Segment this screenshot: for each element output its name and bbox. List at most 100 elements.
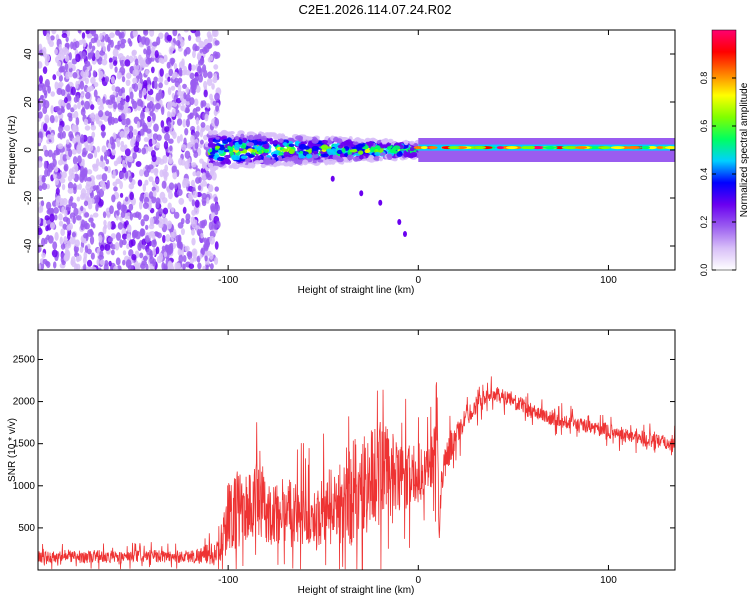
heatmap-cell xyxy=(58,213,63,221)
heatmap-cell xyxy=(75,53,81,63)
heatmap-cell xyxy=(133,145,140,153)
heatmap-cell xyxy=(187,34,192,42)
heatmap-cell xyxy=(60,243,66,250)
heatmap-cell xyxy=(119,130,126,138)
heatmap-cell xyxy=(182,83,187,90)
spectrogram-ylabel: Frequency (Hz) xyxy=(7,116,18,185)
colorbar-tick-label: 0.2 xyxy=(699,216,709,229)
heatmap-cell xyxy=(92,164,99,172)
heatmap-cell xyxy=(496,146,504,150)
heatmap-cell xyxy=(196,255,201,263)
heatmap-cell xyxy=(178,254,184,264)
heatmap-cell xyxy=(240,133,245,139)
snr-ticks: -100 0 100 500 1000 1500 2000 2500 xyxy=(13,330,675,586)
heatmap-cell xyxy=(38,84,43,92)
snr-panel: -100 0 100 500 1000 1500 2000 2500 Height of st… xyxy=(7,329,676,596)
heatmap-cell xyxy=(174,262,179,270)
heatmap-cell xyxy=(337,144,344,149)
heatmap-cell xyxy=(72,72,78,79)
heatmap-cell xyxy=(311,145,319,151)
heatmap-cell xyxy=(194,45,200,52)
heatmap-cell xyxy=(208,184,214,193)
heatmap-cell xyxy=(119,42,126,49)
heatmap-cell xyxy=(100,244,105,252)
heatmap-cell xyxy=(151,239,157,248)
heatmap-cell xyxy=(167,87,172,96)
heatmap-cell xyxy=(199,253,203,259)
heatmap-cell xyxy=(100,155,104,163)
heatmap-cell xyxy=(90,76,96,85)
heatmap-cell xyxy=(166,101,172,111)
heatmap-cell xyxy=(66,224,72,231)
heatmap-cell xyxy=(310,154,319,159)
heatmap-cell xyxy=(50,35,55,41)
heatmap-cell xyxy=(358,154,364,160)
heatmap-cell xyxy=(98,267,102,270)
heatmap-cell xyxy=(190,30,197,34)
heatmap-cell xyxy=(81,51,87,60)
heatmap-cell xyxy=(57,159,64,166)
colorbar-tick-label: 0.0 xyxy=(699,264,709,277)
heatmap-cell xyxy=(132,212,138,218)
heatmap-cell xyxy=(154,219,160,225)
heatmap-cell xyxy=(99,50,106,56)
heatmap-cell xyxy=(124,106,129,114)
heatmap-cell xyxy=(124,144,128,150)
heatmap-cell xyxy=(201,192,207,200)
heatmap-cell xyxy=(137,179,143,187)
heatmap-cell xyxy=(142,87,147,96)
heatmap-cell xyxy=(112,48,119,58)
heatmap-cell xyxy=(253,160,261,165)
heatmap-cell xyxy=(93,194,100,204)
heatmap-cell xyxy=(214,241,219,250)
heatmap-cell xyxy=(92,212,99,218)
heatmap-cell xyxy=(84,100,91,110)
heatmap-cell xyxy=(132,30,139,37)
heatmap-cell xyxy=(112,55,118,62)
heatmap-cell xyxy=(118,72,122,78)
heatmap-cell xyxy=(210,203,216,212)
heatmap-cell xyxy=(74,164,79,173)
heatmap-cell xyxy=(60,89,66,96)
heatmap-cell xyxy=(54,231,59,241)
heatmap-cell xyxy=(124,148,131,157)
heatmap-cell xyxy=(89,30,96,35)
heatmap-cell xyxy=(209,55,214,62)
heatmap-cell xyxy=(196,125,200,132)
heatmap-cell xyxy=(215,136,220,140)
heatmap-cell xyxy=(167,202,172,210)
heatmap-cell xyxy=(627,146,640,150)
heatmap-cell xyxy=(151,186,156,192)
heatmap-cell xyxy=(153,80,158,90)
heatmap-cell xyxy=(170,85,176,91)
heatmap-cell xyxy=(125,95,130,103)
heatmap-cell xyxy=(288,143,295,147)
heatmap-cell xyxy=(63,48,70,56)
heatmap-cell xyxy=(140,218,145,227)
spectrogram-ytick-label: 20 xyxy=(23,96,34,108)
heatmap-cell xyxy=(164,126,170,133)
heatmap-cell xyxy=(190,135,195,143)
heatmap-cell xyxy=(248,134,255,141)
heatmap-cell xyxy=(302,159,309,166)
heatmap-cell xyxy=(121,233,128,240)
heatmap-cell xyxy=(283,151,290,157)
heatmap-cell xyxy=(104,243,111,251)
heatmap-cell xyxy=(214,145,221,149)
heatmap-cell xyxy=(124,196,129,202)
heatmap-cell xyxy=(64,63,69,71)
heatmap-cell xyxy=(203,89,208,98)
heatmap-cell xyxy=(474,146,487,150)
heatmap-cell xyxy=(238,138,243,145)
heatmap-cell xyxy=(143,137,149,143)
colorbar-tick-label: 0.8 xyxy=(699,72,709,85)
spectrogram-ytick-label: -40 xyxy=(23,238,34,253)
heatmap-cell xyxy=(364,137,371,142)
heatmap-cell xyxy=(107,237,114,243)
heatmap-cell xyxy=(119,239,123,248)
heatmap-cell xyxy=(134,58,139,66)
heatmap-cell xyxy=(42,218,47,228)
heatmap-cell xyxy=(47,149,53,158)
heatmap-cell xyxy=(44,79,50,88)
heatmap-cell xyxy=(271,159,276,164)
